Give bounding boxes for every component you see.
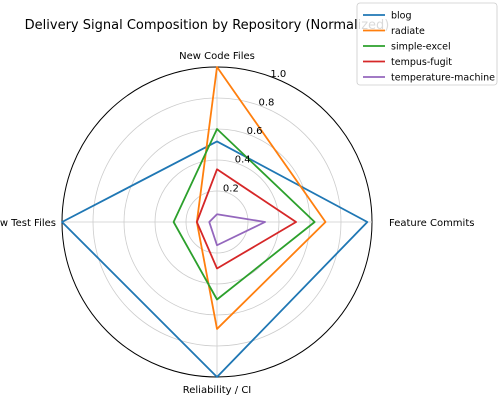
radial-tick-label: 0.2 xyxy=(223,183,239,194)
radial-tick-label: 0.6 xyxy=(247,126,263,137)
radial-tick-label: 0.8 xyxy=(258,97,274,108)
axis-label: Reliability / CI xyxy=(183,385,252,396)
axis-label: Feature Commits xyxy=(389,218,474,229)
legend-label: blog xyxy=(391,11,412,22)
radial-tick-label: 1.0 xyxy=(270,69,286,80)
series-line-temperature-machine xyxy=(208,213,266,247)
axis-label: New Code Files xyxy=(179,51,255,62)
legend-label: simple-excel xyxy=(391,42,451,53)
legend-box xyxy=(356,2,498,86)
axis-label: New Test Files xyxy=(0,218,56,229)
legend: blog radiate simple-excel tempus-fugit tempe… xyxy=(356,2,498,86)
radial-tick-label: 0.4 xyxy=(235,155,251,166)
series-line-simple-excel xyxy=(172,128,316,301)
legend-label: temperature-machine xyxy=(391,73,495,84)
series-line-tempus-fugit xyxy=(195,168,297,270)
legend-label: radiate xyxy=(391,26,425,37)
legend-label: tempus-fugit xyxy=(391,57,452,68)
series-line-blog xyxy=(61,140,369,378)
radial-tick-labels: 0.2 0.4 0.6 0.8 1.0 xyxy=(223,69,286,195)
axis-labels: Feature Commits New Code Files New Test Fi… xyxy=(0,51,474,396)
radar-series xyxy=(61,66,369,378)
chart-title: Delivery Signal Composition by Repositor… xyxy=(25,18,390,33)
